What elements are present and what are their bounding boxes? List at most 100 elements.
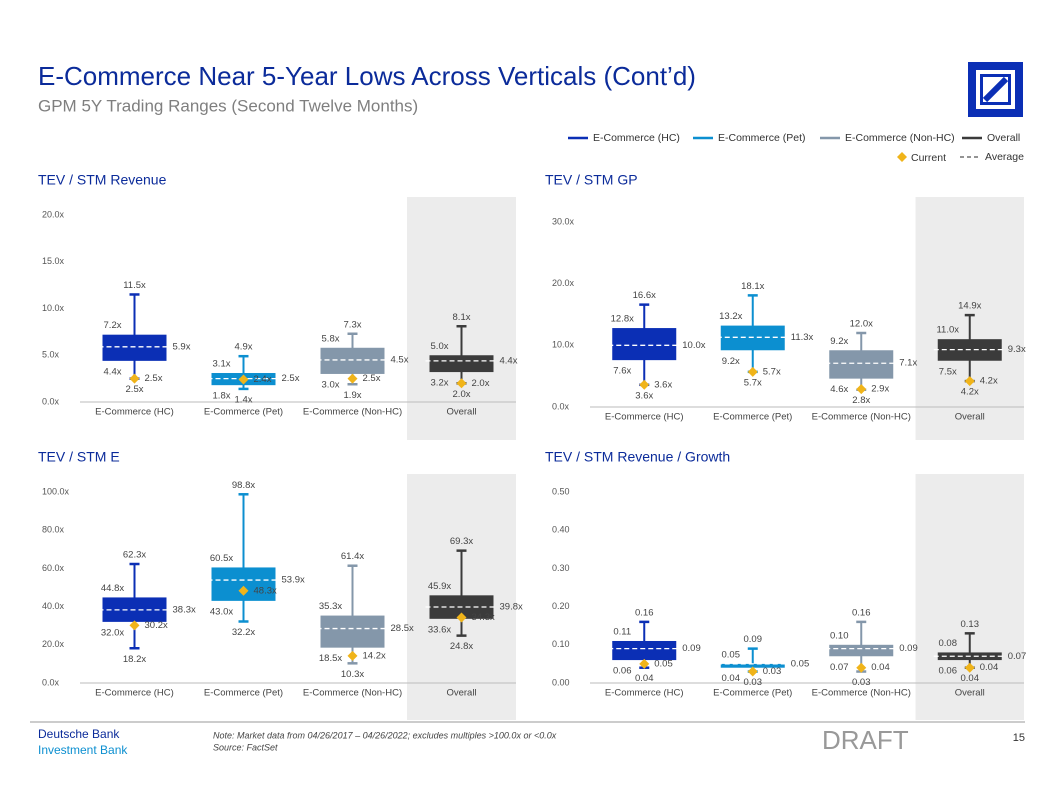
y-tick-label: 0.0x	[552, 401, 570, 411]
value-label: 2.4x	[254, 374, 272, 385]
value-label: 32.2x	[232, 627, 255, 638]
y-tick-label: 100.0x	[42, 486, 70, 496]
draft-stamp: DRAFT	[822, 725, 909, 755]
y-tick-label: 0.50	[552, 486, 570, 496]
value-label: 16.6x	[633, 290, 656, 301]
y-tick-label: 0.20	[552, 601, 570, 611]
value-label: 5.9x	[173, 341, 191, 352]
value-label: 0.04	[722, 673, 741, 684]
y-tick-label: 80.0x	[42, 525, 65, 535]
y-tick-label: 10.0x	[42, 303, 65, 313]
value-label: 2.0x	[472, 378, 490, 389]
value-label: 0.05	[722, 649, 741, 660]
legend-label: Overall	[987, 132, 1020, 144]
chart-title: TEV / STM E	[38, 449, 120, 465]
current-marker	[856, 662, 867, 673]
current-marker	[347, 373, 358, 384]
value-label: 0.04	[980, 662, 999, 673]
current-marker	[964, 376, 975, 387]
value-label: 2.8x	[852, 395, 870, 406]
value-label: 38.3x	[173, 604, 196, 615]
box	[612, 640, 677, 661]
y-tick-label: 30.0x	[552, 216, 575, 226]
x-tick-label: E-Commerce (Pet)	[713, 412, 792, 423]
current-marker	[964, 662, 975, 673]
value-label: 9.2x	[830, 336, 848, 347]
x-tick-label: E-Commerce (HC)	[95, 688, 174, 699]
y-tick-label: 20.0x	[552, 278, 575, 288]
value-label: 5.7x	[744, 377, 762, 388]
y-tick-label: 0.0x	[42, 677, 60, 687]
value-label: 3.6x	[654, 379, 672, 390]
value-label: 61.4x	[341, 551, 364, 562]
value-label: 9.2x	[722, 356, 740, 367]
x-tick-label: Overall	[955, 688, 985, 699]
box	[429, 355, 494, 373]
value-label: 0.07	[830, 662, 849, 673]
value-label: 2.5x	[282, 373, 300, 384]
x-tick-label: E-Commerce (Non-HC)	[812, 412, 911, 423]
current-marker	[347, 650, 358, 661]
value-label: 12.8x	[611, 314, 634, 325]
value-label: 5.7x	[763, 366, 781, 377]
value-label: 1.8x	[213, 391, 231, 402]
value-label: 18.2x	[123, 654, 146, 665]
value-label: 0.03	[852, 677, 871, 688]
current-marker	[238, 374, 249, 385]
box	[320, 347, 385, 374]
value-label: 0.04	[871, 662, 890, 673]
legend-label: E-Commerce (Non-HC)	[845, 132, 955, 144]
legend: E-Commerce (HC) E-Commerce (Pet) E-Comme…	[568, 132, 1024, 164]
value-label: 0.16	[852, 607, 871, 618]
value-label: 0.04	[635, 673, 654, 684]
value-label: 5.0x	[431, 341, 449, 352]
slide-title: E-Commerce Near 5-Year Lows Across Verti…	[38, 61, 696, 91]
value-label: 62.3x	[123, 550, 146, 561]
x-tick-label: E-Commerce (HC)	[95, 407, 174, 418]
current-marker	[456, 378, 467, 389]
x-tick-label: E-Commerce (HC)	[605, 412, 684, 423]
highlight-band	[915, 474, 1024, 720]
value-label: 13.2x	[719, 311, 742, 322]
y-tick-label: 0.10	[552, 639, 570, 649]
legend-label: Current	[911, 152, 946, 164]
value-label: 12.0x	[850, 319, 873, 330]
value-label: 2.9x	[871, 384, 889, 395]
value-label: 7.2x	[104, 320, 122, 331]
value-label: 0.06	[613, 666, 632, 677]
value-label: 4.2x	[980, 376, 998, 387]
value-label: 48.3x	[254, 585, 277, 596]
value-label: 0.16	[635, 607, 654, 618]
value-label: 2.5x	[145, 373, 163, 384]
value-label: 0.03	[763, 666, 782, 677]
value-label: 44.8x	[101, 583, 124, 594]
footer-company: Deutsche Bank	[38, 727, 120, 741]
y-tick-label: 0.00	[552, 677, 570, 687]
value-label: 39.8x	[500, 601, 523, 612]
box	[829, 644, 894, 657]
value-label: 0.05	[654, 658, 673, 669]
value-label: 11.0x	[936, 325, 959, 336]
value-label: 2.5x	[126, 384, 144, 395]
slide-subtitle: GPM 5Y Trading Ranges (Second Twelve Mon…	[38, 96, 418, 115]
value-label: 24.8x	[450, 641, 473, 652]
footer-source: Source: FactSet	[213, 742, 278, 752]
chart-title: TEV / STM Revenue	[38, 172, 167, 188]
value-label: 3.1x	[213, 359, 231, 370]
legend-label: E-Commerce (Pet)	[718, 132, 806, 144]
x-tick-label: Overall	[955, 412, 985, 423]
value-label: 7.5x	[939, 366, 957, 377]
y-tick-label: 10.0x	[552, 340, 575, 350]
value-label: 14.9x	[958, 301, 981, 312]
y-tick-label: 0.40	[552, 525, 570, 535]
value-label: 1.4x	[235, 394, 253, 405]
value-label: 32.0x	[101, 627, 124, 638]
value-label: 3.0x	[322, 379, 340, 390]
value-label: 7.3x	[344, 319, 362, 330]
value-label: 0.06	[939, 666, 958, 677]
box	[320, 615, 385, 648]
value-label: 98.8x	[232, 480, 255, 491]
value-label: 0.09	[682, 643, 701, 654]
y-tick-label: 20.0x	[42, 639, 65, 649]
y-tick-label: 5.0x	[42, 350, 60, 360]
